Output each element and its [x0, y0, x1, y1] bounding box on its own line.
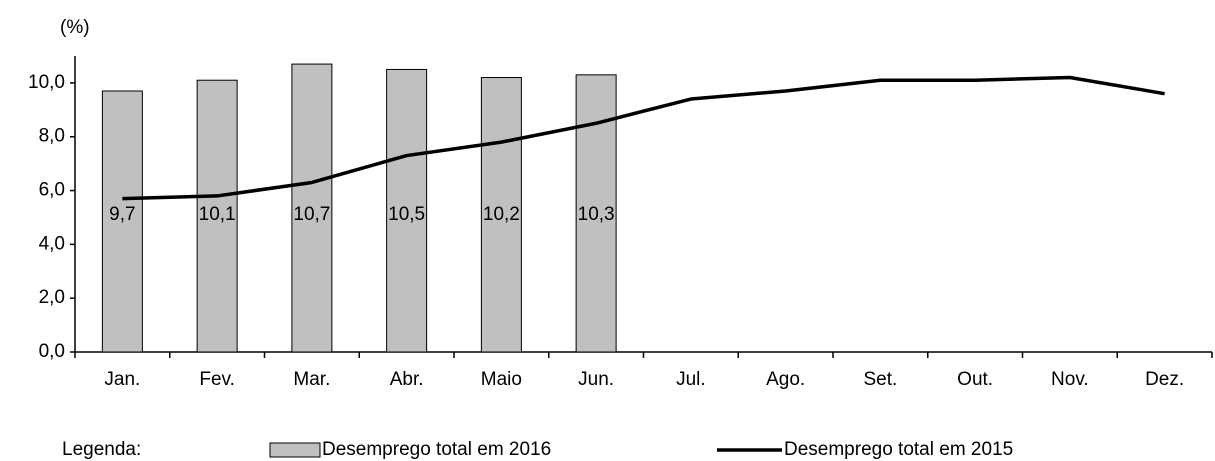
value-label: 10,7: [293, 204, 330, 225]
legend-swatch: [269, 442, 321, 458]
x-tick-label: Jul.: [676, 369, 706, 390]
y-tick-label: 4,0: [39, 233, 65, 254]
legend-label: Desemprego total em 2016: [322, 439, 551, 460]
bar: [101, 90, 143, 353]
x-tick-label: Mar.: [293, 369, 330, 390]
y-axis-unit: (%): [60, 17, 90, 38]
y-tick-label: 2,0: [39, 287, 65, 308]
x-tick-label: Abr.: [390, 369, 424, 390]
value-label: 10,1: [199, 204, 236, 225]
x-tick-label: Maio: [481, 369, 522, 390]
x-tick-label: Jan.: [104, 369, 140, 390]
value-label: 10,5: [388, 204, 425, 225]
x-tick-label: Dez.: [1145, 369, 1184, 390]
bar: [291, 63, 333, 353]
x-tick-label: Set.: [863, 369, 897, 390]
value-label: 10,2: [483, 204, 520, 225]
value-label: 9,7: [109, 204, 135, 225]
y-tick-label: 8,0: [39, 126, 65, 147]
y-tick-label: 10,0: [28, 72, 65, 93]
bar: [386, 68, 428, 353]
y-tick-label: 6,0: [39, 180, 65, 201]
x-tick-label: Nov.: [1051, 369, 1089, 390]
bar: [196, 79, 238, 353]
x-tick-label: Out.: [957, 369, 993, 390]
x-tick-label: Ago.: [766, 369, 805, 390]
value-label: 10,3: [578, 204, 615, 225]
legend-label: Desemprego total em 2015: [784, 439, 1013, 460]
bar: [480, 77, 522, 353]
line: [122, 75, 1165, 201]
x-tick-label: Jun.: [578, 369, 614, 390]
legend-title: Legenda:: [62, 439, 141, 460]
y-tick-label: 0,0: [39, 341, 65, 362]
x-tick-label: Fev.: [199, 369, 235, 390]
